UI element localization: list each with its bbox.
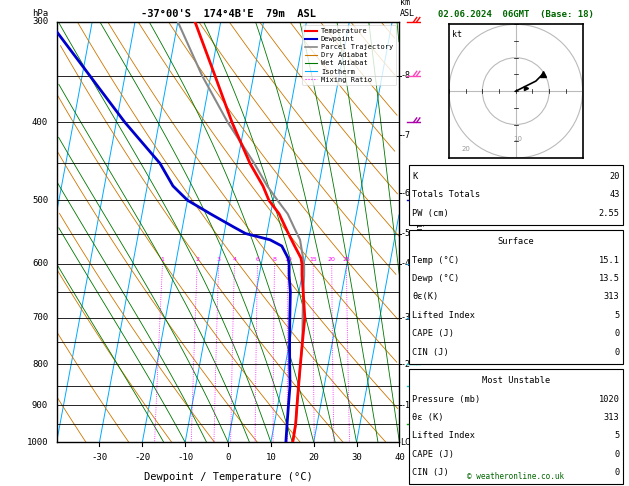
Text: 10: 10 [284, 257, 292, 262]
Text: 0: 0 [615, 348, 620, 357]
Text: -2: -2 [400, 360, 410, 369]
Text: 2.55: 2.55 [599, 209, 620, 218]
Text: 43: 43 [609, 191, 620, 199]
Text: km
ASL: km ASL [400, 0, 415, 17]
Text: Pressure (mb): Pressure (mb) [412, 395, 481, 403]
Text: -1: -1 [400, 401, 410, 410]
Text: 8: 8 [272, 257, 276, 262]
Text: Mixing Ratio (g/kg): Mixing Ratio (g/kg) [414, 209, 423, 297]
Text: 0: 0 [615, 330, 620, 338]
Text: 0: 0 [615, 469, 620, 477]
Text: 0: 0 [615, 450, 620, 459]
Text: 20: 20 [308, 453, 319, 462]
Text: 500: 500 [32, 196, 48, 205]
Text: Surface: Surface [498, 237, 534, 246]
Text: θε(K): θε(K) [412, 293, 438, 301]
Text: Totals Totals: Totals Totals [412, 191, 481, 199]
Text: hPa: hPa [32, 9, 48, 17]
Text: K: K [412, 172, 417, 181]
Text: © weatheronline.co.uk: © weatheronline.co.uk [467, 472, 564, 481]
Text: 25: 25 [343, 257, 350, 262]
Text: -20: -20 [134, 453, 150, 462]
Text: PW (cm): PW (cm) [412, 209, 448, 218]
Text: 3: 3 [216, 257, 221, 262]
Text: CAPE (J): CAPE (J) [412, 330, 454, 338]
Text: 6: 6 [255, 257, 259, 262]
Text: 15.1: 15.1 [599, 256, 620, 264]
Text: 4: 4 [233, 257, 237, 262]
Text: -30: -30 [91, 453, 108, 462]
Text: 5: 5 [615, 311, 620, 320]
Text: 5: 5 [615, 432, 620, 440]
Text: -4: -4 [400, 260, 410, 268]
Text: 10: 10 [265, 453, 276, 462]
Text: 1000: 1000 [26, 438, 48, 447]
Text: -10: -10 [177, 453, 193, 462]
Text: 13.5: 13.5 [599, 274, 620, 283]
Text: -7: -7 [400, 131, 410, 139]
Text: -5: -5 [400, 229, 410, 238]
Text: 02.06.2024  06GMT  (Base: 18): 02.06.2024 06GMT (Base: 18) [438, 10, 594, 19]
Text: -37°00'S  174°4B'E  79m  ASL: -37°00'S 174°4B'E 79m ASL [140, 9, 316, 19]
Text: Lifted Index: Lifted Index [412, 432, 475, 440]
Text: 20: 20 [328, 257, 336, 262]
Text: CIN (J): CIN (J) [412, 469, 448, 477]
Text: Dewpoint / Temperature (°C): Dewpoint / Temperature (°C) [143, 472, 313, 482]
Text: 2: 2 [195, 257, 199, 262]
Legend: Temperature, Dewpoint, Parcel Trajectory, Dry Adiabat, Wet Adiabat, Isotherm, Mi: Temperature, Dewpoint, Parcel Trajectory… [302, 25, 396, 86]
Text: θε (K): θε (K) [412, 413, 443, 422]
Text: 1: 1 [160, 257, 164, 262]
Text: 10: 10 [513, 136, 522, 142]
Text: 20: 20 [609, 172, 620, 181]
Text: 900: 900 [32, 401, 48, 410]
Text: 0: 0 [225, 453, 231, 462]
Text: 1020: 1020 [599, 395, 620, 403]
Text: 30: 30 [351, 453, 362, 462]
Text: 700: 700 [32, 313, 48, 322]
Text: CIN (J): CIN (J) [412, 348, 448, 357]
Text: 313: 313 [604, 293, 620, 301]
Text: 20: 20 [461, 146, 470, 152]
Text: Dewp (°C): Dewp (°C) [412, 274, 459, 283]
Text: CAPE (J): CAPE (J) [412, 450, 454, 459]
Text: kt: kt [452, 30, 462, 39]
Text: 600: 600 [32, 260, 48, 268]
Text: Temp (°C): Temp (°C) [412, 256, 459, 264]
Text: 313: 313 [604, 413, 620, 422]
Text: Most Unstable: Most Unstable [482, 376, 550, 385]
Text: -6: -6 [400, 189, 410, 198]
Text: 40: 40 [394, 453, 405, 462]
Text: 300: 300 [32, 17, 48, 26]
Text: LCL: LCL [400, 438, 415, 447]
Text: 15: 15 [309, 257, 317, 262]
Text: Lifted Index: Lifted Index [412, 311, 475, 320]
Text: 400: 400 [32, 118, 48, 127]
Text: -3: -3 [400, 313, 410, 322]
Text: -8: -8 [400, 71, 410, 80]
Text: 800: 800 [32, 360, 48, 369]
